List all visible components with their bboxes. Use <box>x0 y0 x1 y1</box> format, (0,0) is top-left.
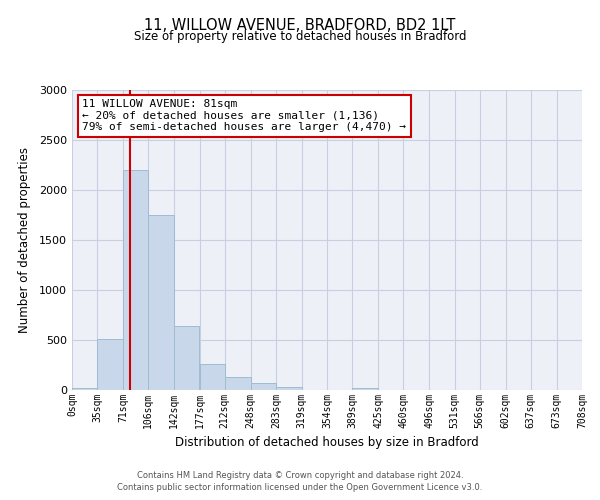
Text: Contains HM Land Registry data © Crown copyright and database right 2024.: Contains HM Land Registry data © Crown c… <box>137 472 463 480</box>
Text: 11, WILLOW AVENUE, BRADFORD, BD2 1LT: 11, WILLOW AVENUE, BRADFORD, BD2 1LT <box>145 18 455 32</box>
Text: Contains public sector information licensed under the Open Government Licence v3: Contains public sector information licen… <box>118 483 482 492</box>
Bar <box>72 388 97 390</box>
Bar <box>276 387 302 390</box>
Text: Size of property relative to detached houses in Bradford: Size of property relative to detached ho… <box>134 30 466 43</box>
Bar <box>148 215 174 390</box>
Bar <box>97 339 123 390</box>
Bar <box>251 383 276 390</box>
Bar <box>225 377 251 390</box>
Bar <box>123 170 148 390</box>
Bar <box>174 326 199 390</box>
Y-axis label: Number of detached properties: Number of detached properties <box>17 147 31 333</box>
Text: 11 WILLOW AVENUE: 81sqm
← 20% of detached houses are smaller (1,136)
79% of semi: 11 WILLOW AVENUE: 81sqm ← 20% of detache… <box>82 99 406 132</box>
X-axis label: Distribution of detached houses by size in Bradford: Distribution of detached houses by size … <box>175 436 479 450</box>
Bar <box>199 364 225 390</box>
Bar <box>352 388 378 390</box>
